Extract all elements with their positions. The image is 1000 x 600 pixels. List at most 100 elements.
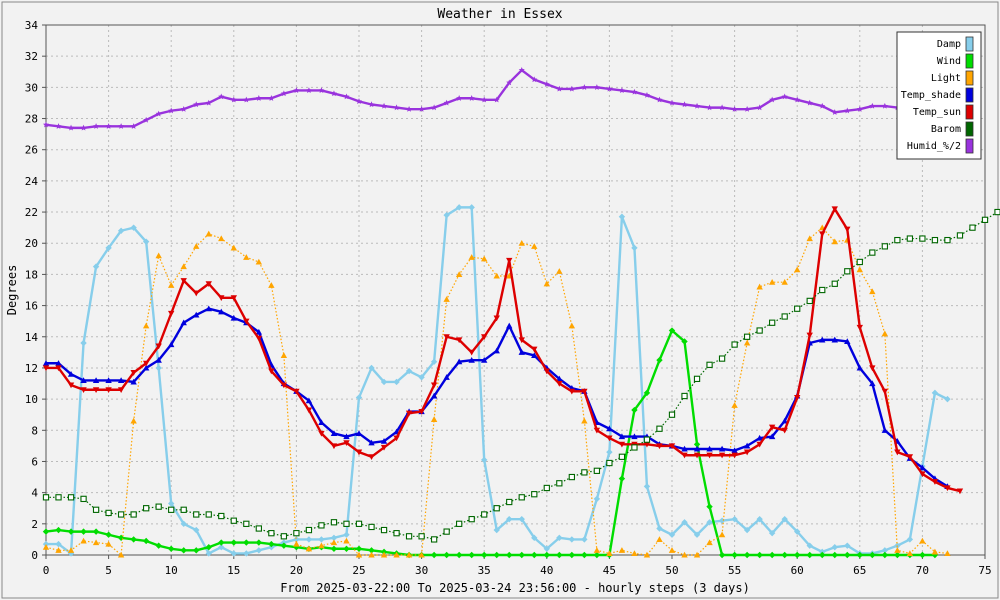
series-wind-point [443,551,450,559]
series-humid-2-point [731,105,738,112]
series-light-point [481,255,488,262]
series-damp-point [455,204,463,211]
series-damp-point [518,515,525,523]
series-wind-point [781,551,788,559]
series-light-point [318,542,325,549]
series-light-point [92,539,100,546]
x-tick-label: 0 [43,564,50,577]
series-barom-point [794,305,801,312]
series-temp-sun-point [956,488,964,495]
series-wind-point [155,542,162,549]
series-humid-2-point [556,85,563,92]
series-light-point [230,244,237,251]
series-barom-point [55,494,62,501]
series-damp-point [318,536,325,543]
series-barom-point [105,509,112,517]
series-barom-point [581,469,588,476]
series-wind-point [819,551,826,559]
y-tick-label: 0 [31,549,38,562]
series-damp-point [355,394,363,401]
series-light-point [117,551,125,558]
legend: Damp Wind Light Temp_shade Temp_sun Barom Humi… [896,31,982,160]
series-light-point [67,547,75,553]
series-temp-shade-point [756,434,763,441]
series-light-point [405,551,413,558]
series-humid-2-point [493,96,500,103]
legend-swatch [965,53,974,69]
series-damp-point [668,531,676,538]
series-damp-point [844,542,851,549]
series-light-point [731,402,738,408]
legend-entry-humid-2: Humid_%/2 [907,138,974,154]
series-wind-point [881,551,889,559]
series-light-point [142,322,150,329]
series-temp-sun-point [218,295,225,301]
series-humid-2-point [418,105,425,112]
series-temp-sun-point [531,346,538,353]
series-light-point [681,551,688,558]
series-barom-point [819,286,826,294]
series-damp-point [430,358,438,365]
series-temp-shade-point [531,352,538,359]
series-light-point [869,288,876,295]
series-light-point [305,545,313,552]
series-barom-point [919,235,926,242]
series-humid-2-point [631,88,638,95]
series-barom-point [881,243,888,250]
series-temp-shade-point [831,336,838,343]
series-barom-point [67,494,75,501]
series-barom-point [143,505,150,512]
series-light-point [693,551,701,558]
series-damp-point [806,542,813,549]
series-light-point [255,258,263,265]
series-light-point [631,550,638,557]
series-light-point [894,547,901,553]
series-light-point [205,230,212,237]
series-temp-shade-point [606,425,613,432]
series-wind-point [355,545,363,552]
series-barom-point [643,436,651,443]
series-barom-point [430,536,438,543]
x-tick-label: 20 [290,564,303,577]
series-barom-point [293,530,300,537]
series-temp-sun-point [130,370,137,376]
y-tick-label: 30 [25,81,38,94]
series-damp-point [230,550,237,557]
y-tick-label: 2 [31,518,38,531]
series-wind-point [368,547,375,554]
series-humid-2-point [255,95,262,101]
series-barom-point [280,533,288,540]
series-temp-sun-point [481,334,488,340]
series-damp-point [130,224,137,231]
series-barom-point [869,249,876,256]
legend-swatch [965,121,974,137]
series-light-point [668,547,676,553]
series-light-point [794,266,801,273]
series-humid-2-point [193,101,200,108]
series-temp-sun-point [543,368,550,375]
series-barom-point [718,355,726,362]
series-wind-point [844,551,851,559]
series-temp-sun-point [468,349,475,356]
series-damp-point [506,515,513,523]
series-damp-point [731,515,738,523]
legend-entry-damp: Damp [937,36,974,52]
series-wind-point [230,539,237,546]
series-damp-point [581,536,588,543]
series-temp-sun-point [493,315,500,322]
series-damp-point [142,238,150,245]
series-damp-point [531,534,538,542]
series-humid-2-point [93,123,100,129]
series-temp-sun-point [318,430,325,437]
series-temp-sun-point [393,435,400,442]
series-light-point [155,252,162,259]
series-barom-point [193,511,200,518]
series-temp-shade-point [330,430,338,436]
series-light-point [368,551,375,558]
series-damp-point [255,547,263,554]
series-barom-point [931,236,939,244]
series-temp-sun-point [756,441,763,448]
series-damp-point [493,526,500,534]
series-wind-point [919,551,926,559]
